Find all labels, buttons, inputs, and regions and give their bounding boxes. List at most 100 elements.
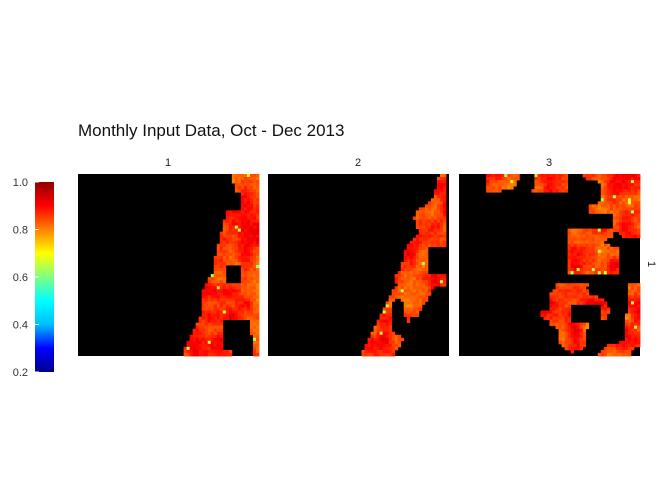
heatmap-cell [600,189,605,193]
heatmap-cell [513,174,517,178]
heatmap-cell [415,213,420,217]
heatmap-cell [243,286,248,290]
heatmap-cell [198,319,203,324]
heatmap-cell [249,292,254,296]
heatmap-cell [418,301,423,305]
heatmap-cell [189,334,194,339]
heatmap-cell [579,292,584,296]
heatmap-cell [228,283,233,287]
heatmap-cell [630,346,635,351]
heatmap-cell [576,246,581,251]
heatmap-cell [549,310,553,314]
heatmap-cell [201,316,206,320]
heatmap-cell [249,183,254,187]
heatmap-cell [588,301,593,305]
heatmap-cell [624,343,629,348]
heatmap-cell [564,301,568,305]
heatmap-cell [573,337,578,342]
heatmap-cell [406,271,411,275]
heatmap-cell [618,219,623,223]
heatmap-cell [439,228,444,233]
heatmap-cell [489,189,493,193]
heatmap-cell [210,349,215,354]
heatmap-cell [252,186,257,190]
heatmap-cell [582,231,587,236]
heatmap-cell [252,295,257,299]
heatmap-cell [492,180,496,184]
heatmap-cell [636,328,641,333]
heatmap-cell [213,325,218,330]
heatmap-cell [421,222,426,226]
heatmap-cell [201,340,206,345]
heatmap-cell [424,298,429,302]
heatmap-cell [252,198,257,202]
heatmap-cell [219,331,224,336]
heatmap-cell [624,174,629,178]
heatmap-cell [570,249,575,254]
heatmap-cell [570,298,575,302]
colorbar-ticks: 1.00.80.60.40.2 [13,177,39,379]
heatmap-cell [624,337,629,342]
heatmap-cell [409,298,414,302]
heatmap-cell [430,231,435,236]
heatmap-cell [412,307,417,311]
heatmap-cell [579,228,584,233]
heatmap-cell [567,337,572,342]
heatmap-cell [252,283,257,287]
heatmap-cell [225,307,230,311]
heatmap-cell [561,180,565,184]
heatmap-cell [406,289,411,293]
heatmap-cell [436,231,441,236]
heatmap-cell [612,210,617,214]
heatmap-cell [388,343,393,348]
heatmap-cell [234,216,239,220]
heatmap-cell [427,286,432,290]
heatmap-cell [603,228,608,233]
heatmap-cell [222,246,227,251]
heatmap-cell [486,174,490,178]
heatmap-cell [633,210,638,214]
heatmap-cell [421,213,426,217]
heatmap-cell [418,234,423,239]
heatmap-cell [255,295,260,299]
heatmap-cell [567,331,572,336]
heatmap-cell [495,186,499,190]
heatmap-cell [615,349,620,354]
heatmap-cell [627,192,632,196]
heatmap-cell [594,258,599,263]
heatmap-cell [567,240,572,245]
heatmap-cell [370,343,374,348]
heatmap-cell [603,204,608,208]
heatmap-cell [603,246,608,251]
heatmap-cell [549,304,553,308]
heatmap-cell [436,237,441,242]
heatmap-cell [552,307,556,311]
heatmap-cell [192,340,197,345]
heatmap-cell [627,204,632,208]
heatmap-cell [376,343,381,348]
heatmap-cell [234,258,239,263]
heatmap-cell [207,301,212,305]
heatmap-cell [600,240,605,245]
heatmap-cell [418,207,423,211]
heatmap-cell [201,295,206,299]
heatmap-cell [442,231,447,236]
heatmap-cell [606,231,611,236]
heatmap-cell [564,340,568,345]
panel-strip-label-3: 3 [546,157,552,169]
heatmap-cell [573,246,578,251]
heatmap-cell [582,322,587,327]
heatmap-cell [201,334,206,339]
heatmap-cell [370,334,374,339]
heatmap-cell [240,258,245,263]
heatmap-cell [249,249,254,254]
heatmap-cell [606,310,611,314]
heatmap-cell [222,316,227,320]
heatmap-cell [252,240,257,245]
heatmap-cell [394,274,399,278]
heatmap-cell [436,228,441,233]
heatmap-cell [243,252,248,257]
heatmap-cell [237,304,242,308]
heatmap-cell [403,286,408,290]
heatmap-cell [633,283,638,287]
